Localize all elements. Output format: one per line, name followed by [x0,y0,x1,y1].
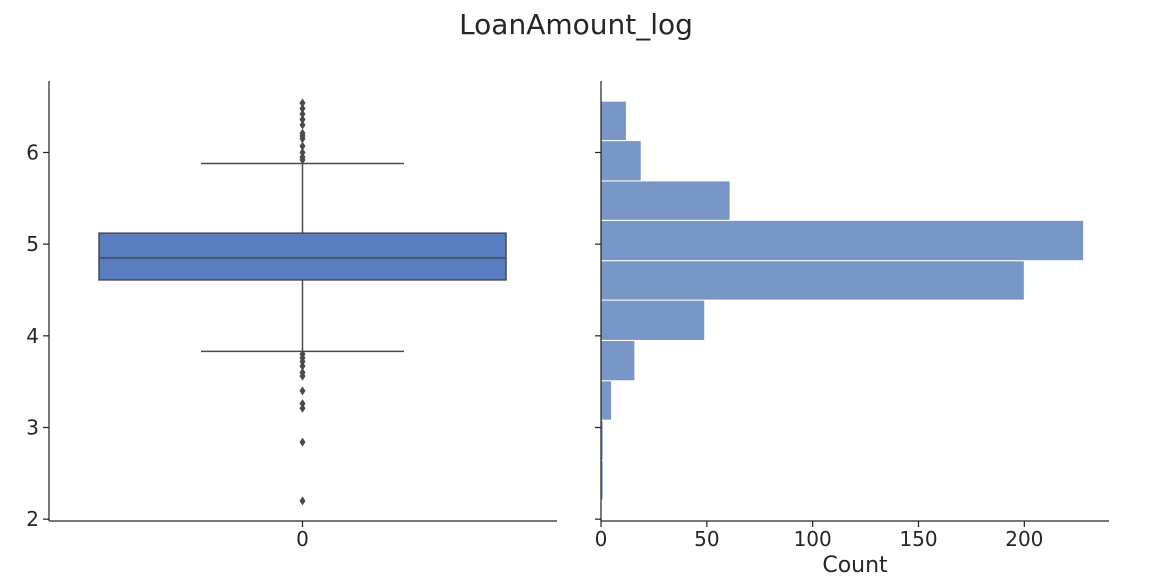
histogram-bar [600,260,1025,301]
x-tick-label: 150 [899,527,937,551]
outlier-point [299,386,306,396]
outlier-point [299,120,306,130]
y-tick-label: 5 [26,232,39,256]
x-tick-label: 0 [296,527,309,551]
outlier-point [299,109,306,119]
x-tick-label: 100 [794,527,832,551]
outlier-point [299,496,306,506]
outlier-point [299,403,306,413]
histogram-bar [600,100,627,142]
y-tick-label: 6 [26,141,39,165]
outlier-point [299,357,306,366]
y-tick-label: 4 [26,324,39,348]
outlier-point [299,141,306,151]
x-tick-label: 50 [694,527,719,551]
outlier-point [299,361,306,371]
histogram-bar [600,140,642,182]
outlier-point [299,98,306,108]
chart-title: LoanAmount_log [459,8,693,41]
histogram-bar [600,180,731,221]
histogram-bar [600,219,1085,262]
outlier-point [299,134,306,144]
iqr-box [98,232,507,281]
boxplot-panel: 2 3 4 5 6 0 [26,81,557,551]
outlier-point [299,437,306,447]
outlier-point [299,148,306,157]
histogram-bar [600,339,636,382]
outlier-point [299,371,306,381]
x-tick-label: 200 [1005,527,1043,551]
y-tick-label: 2 [26,507,39,531]
outlier-point [299,155,306,165]
histogram-panel: 0 50 100 150 200 [595,81,1109,551]
histogram-bar [600,299,706,341]
outlier-point [299,104,306,113]
histogram-bar [600,380,613,421]
x-tick-label: 0 [595,527,608,551]
x-axis-label-count: Count [822,553,888,576]
y-tick-label: 3 [26,416,39,440]
outlier-point [299,115,306,124]
outlier-point [299,399,306,409]
